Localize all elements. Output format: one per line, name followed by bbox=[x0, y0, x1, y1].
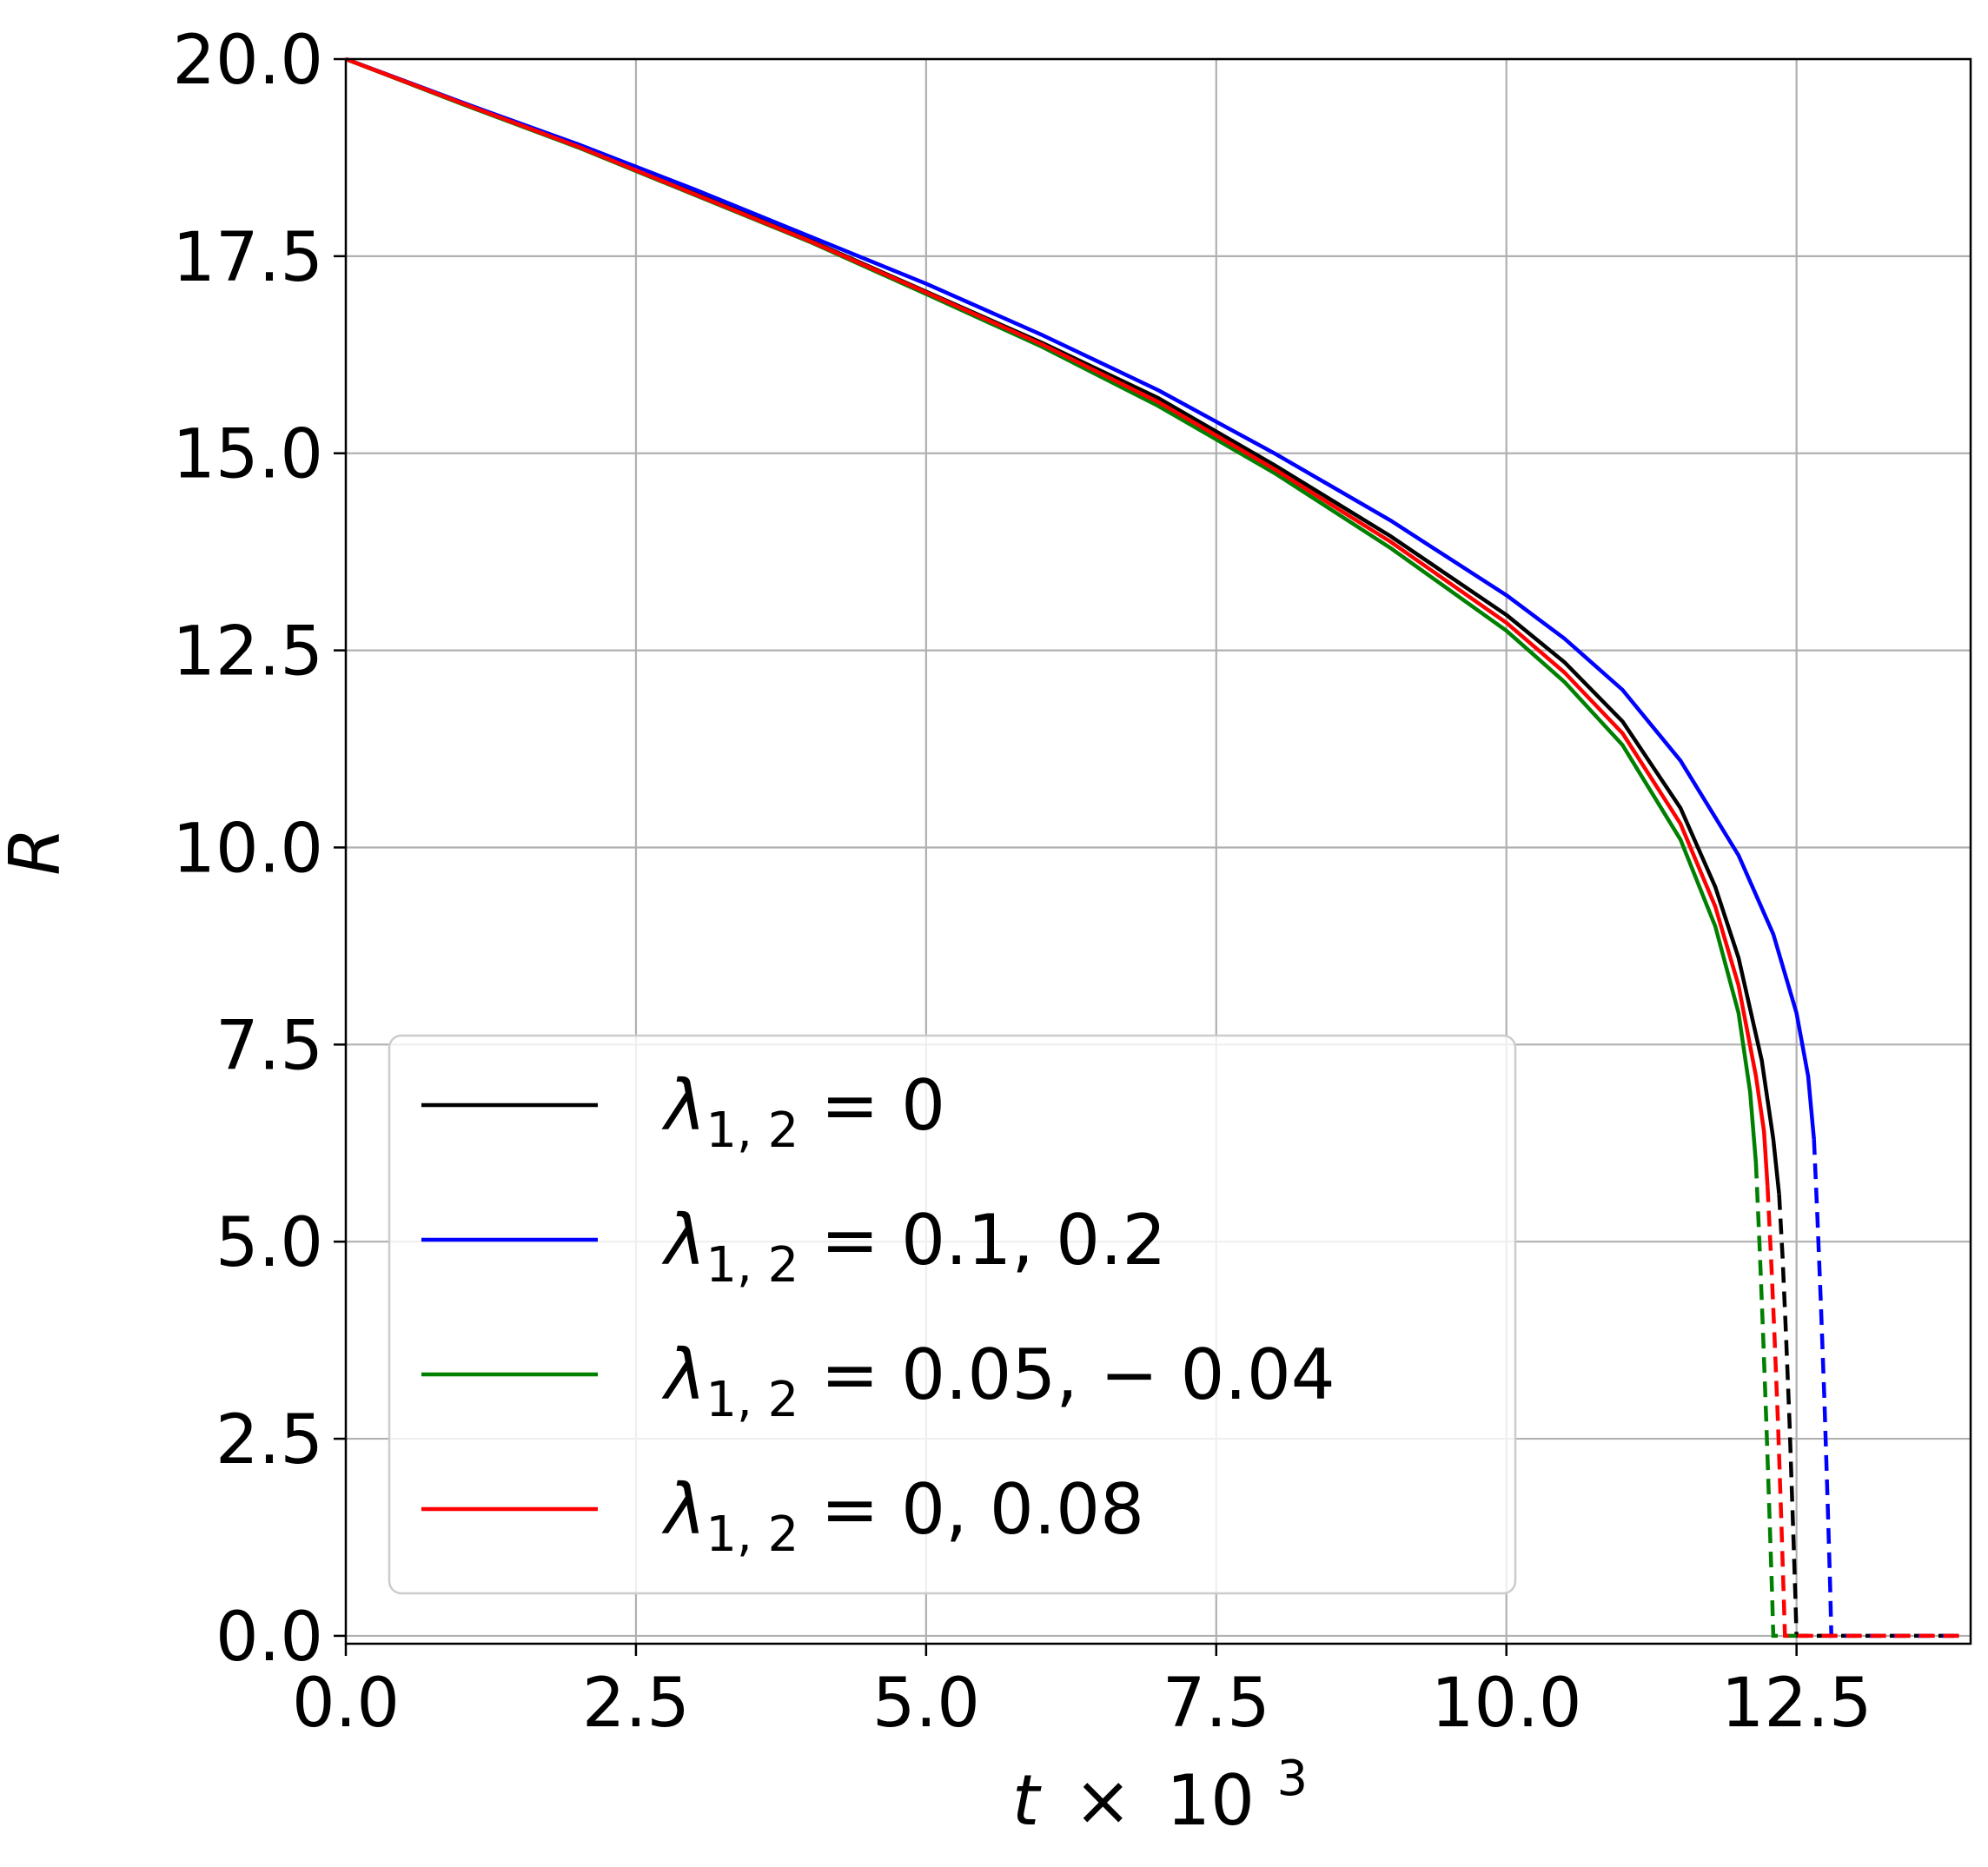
x-axis-label-base: 10 bbox=[1166, 1760, 1255, 1841]
series-0-solid-line bbox=[345, 56, 1781, 1195]
legend-value: = 0.1, 0.2 bbox=[799, 1200, 1166, 1281]
legend-symbol: λ bbox=[661, 1065, 706, 1146]
ticks bbox=[334, 57, 1798, 1656]
y-axis-label: R bbox=[0, 827, 76, 876]
y-tick-label: 0.0 bbox=[215, 1599, 323, 1677]
x-axis-label: t × 10 3 bbox=[1012, 1751, 1308, 1841]
legend-symbol: λ bbox=[661, 1200, 706, 1281]
y-tick-label: 2.5 bbox=[215, 1401, 323, 1480]
series-3-dashed-line bbox=[1766, 1186, 1959, 1639]
legend-subscript: 1, 2 bbox=[706, 1102, 799, 1159]
x-tick-label: 5.0 bbox=[872, 1665, 980, 1743]
legend-label-0: λ1, 2 = 0 bbox=[661, 1065, 945, 1159]
y-tick-label: 15.0 bbox=[172, 416, 323, 494]
legend-label-3: λ1, 2 = 0, 0.08 bbox=[661, 1469, 1144, 1563]
y-tick-label: 7.5 bbox=[215, 1007, 323, 1085]
x-tick-label: 10.0 bbox=[1431, 1665, 1582, 1743]
series-2-solid-line bbox=[345, 56, 1759, 1163]
series-1-solid-line bbox=[345, 56, 1816, 1140]
legend-subscript: 1, 2 bbox=[706, 1372, 799, 1428]
x-axis-label-exp: 3 bbox=[1276, 1751, 1308, 1807]
legend-box bbox=[388, 1034, 1517, 1595]
y-tick-label: 12.5 bbox=[172, 613, 323, 692]
legend-subscript: 1, 2 bbox=[706, 1237, 799, 1294]
x-tick-label: 12.5 bbox=[1721, 1665, 1872, 1743]
series-3-solid-line bbox=[345, 56, 1770, 1187]
x-tick-label: 7.5 bbox=[1163, 1665, 1270, 1743]
x-tick-label: 0.0 bbox=[292, 1665, 400, 1743]
legend-subscript: 1, 2 bbox=[706, 1506, 799, 1563]
tick-labels: 0.0 2.5 5.0 7.5 10.0 12.5 0.0 2.5 5.0 7.5 10.0 12.5… bbox=[172, 22, 1872, 1743]
series-2-dashed-line bbox=[1753, 1162, 1797, 1639]
legend-label-1: λ1, 2 = 0.1, 0.2 bbox=[661, 1200, 1166, 1294]
series-layer bbox=[345, 56, 1959, 1639]
x-tick-label: 2.5 bbox=[582, 1665, 690, 1743]
legend-label-2: λ1, 2 = 0.05, − 0.04 bbox=[661, 1334, 1335, 1428]
y-tick-label: 10.0 bbox=[172, 810, 323, 888]
legend-value: = 0.05, − 0.04 bbox=[799, 1334, 1335, 1415]
y-tick-label: 20.0 bbox=[172, 22, 323, 100]
series-0-dashed-line bbox=[1777, 1194, 1959, 1639]
grid bbox=[344, 57, 1971, 1644]
legend-value: = 0 bbox=[799, 1065, 945, 1146]
y-tick-label: 17.5 bbox=[172, 219, 323, 297]
legend: λ1, 2 = 0λ1, 2 = 0.1, 0.2λ1, 2 = 0.05, −… bbox=[388, 1034, 1517, 1595]
series-1-dashed-line bbox=[1812, 1139, 1959, 1639]
legend-symbol: λ bbox=[661, 1469, 706, 1550]
x-axis-label-var: t bbox=[1012, 1760, 1042, 1841]
x-axis-label-op: × bbox=[1074, 1760, 1132, 1841]
legend-symbol: λ bbox=[661, 1334, 706, 1415]
legend-value: = 0, 0.08 bbox=[799, 1469, 1144, 1550]
plot-frame bbox=[344, 57, 1972, 1645]
y-tick-label: 5.0 bbox=[215, 1204, 323, 1282]
